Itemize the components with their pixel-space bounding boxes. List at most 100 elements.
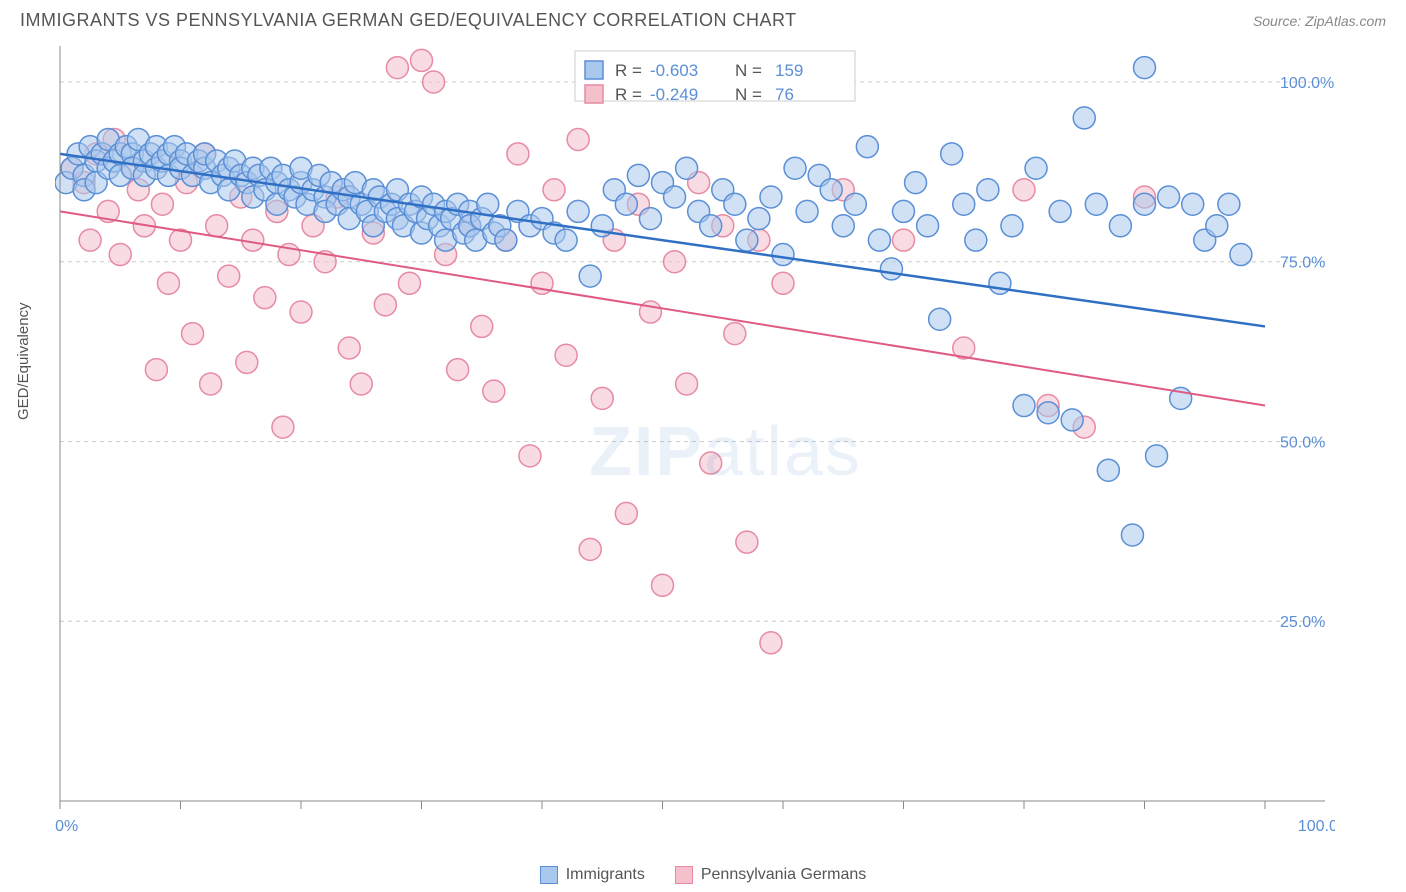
data-point: [398, 272, 420, 294]
data-point: [411, 49, 433, 71]
data-point: [1182, 193, 1204, 215]
data-point: [423, 71, 445, 93]
data-point: [1013, 179, 1035, 201]
data-point: [941, 143, 963, 165]
data-point: [760, 186, 782, 208]
data-point: [893, 229, 915, 251]
x-tick-label: 100.0%: [1298, 818, 1335, 835]
data-point: [1109, 215, 1131, 237]
data-point: [652, 574, 674, 596]
stats-r-label: R =: [615, 61, 642, 80]
data-point: [591, 387, 613, 409]
data-point: [543, 179, 565, 201]
data-point: [151, 193, 173, 215]
source-attribution: Source: ZipAtlas.com: [1253, 13, 1386, 29]
legend-label: Immigrants: [566, 866, 645, 884]
chart-container: ZIPatlas 25.0%50.0%75.0%100.0%0.0%100.0%…: [55, 41, 1396, 861]
y-axis-label: GED/Equivalency: [15, 302, 32, 420]
chart-title: IMMIGRANTS VS PENNSYLVANIA GERMAN GED/EQ…: [20, 10, 797, 31]
data-point: [615, 193, 637, 215]
data-point: [736, 229, 758, 251]
legend-label: Pennsylvania Germans: [701, 866, 866, 884]
data-point: [507, 143, 529, 165]
stats-n-value: 76: [775, 85, 794, 104]
data-point: [579, 265, 601, 287]
data-point: [218, 265, 240, 287]
legend-swatch: [675, 866, 693, 884]
data-point: [157, 272, 179, 294]
data-point: [868, 229, 890, 251]
data-point: [700, 215, 722, 237]
data-point: [555, 229, 577, 251]
data-point: [832, 215, 854, 237]
stats-swatch: [585, 85, 603, 103]
data-point: [79, 229, 101, 251]
data-point: [880, 258, 902, 280]
x-tick-label: 0.0%: [55, 818, 78, 835]
data-point: [1013, 395, 1035, 417]
data-point: [1001, 215, 1023, 237]
data-point: [893, 200, 915, 222]
data-point: [206, 215, 228, 237]
stats-n-label: N =: [735, 85, 762, 104]
data-point: [567, 128, 589, 150]
data-point: [676, 373, 698, 395]
data-point: [989, 272, 1011, 294]
data-point: [1049, 200, 1071, 222]
data-point: [579, 538, 601, 560]
data-point: [1097, 459, 1119, 481]
data-point: [1206, 215, 1228, 237]
data-point: [272, 416, 294, 438]
data-point: [772, 244, 794, 266]
data-point: [495, 229, 517, 251]
data-point: [1025, 157, 1047, 179]
data-point: [477, 193, 499, 215]
data-point: [1158, 186, 1180, 208]
stats-r-label: R =: [615, 85, 642, 104]
data-point: [917, 215, 939, 237]
data-point: [664, 186, 686, 208]
stats-n-label: N =: [735, 61, 762, 80]
data-point: [1121, 524, 1143, 546]
stats-n-value: 159: [775, 61, 803, 80]
data-point: [953, 193, 975, 215]
stats-r-value: -0.603: [650, 61, 698, 80]
data-point: [471, 315, 493, 337]
data-point: [519, 445, 541, 467]
stats-swatch: [585, 61, 603, 79]
data-point: [242, 229, 264, 251]
y-tick-label: 100.0%: [1280, 75, 1334, 92]
data-point: [905, 172, 927, 194]
data-point: [639, 208, 661, 230]
data-point: [965, 229, 987, 251]
data-point: [236, 351, 258, 373]
data-point: [338, 337, 360, 359]
data-point: [856, 136, 878, 158]
data-point: [748, 208, 770, 230]
data-point: [1061, 409, 1083, 431]
data-point: [109, 244, 131, 266]
data-point: [724, 323, 746, 345]
data-point: [1218, 193, 1240, 215]
data-point: [182, 323, 204, 345]
y-tick-label: 75.0%: [1280, 255, 1325, 272]
data-point: [1134, 193, 1156, 215]
data-point: [254, 287, 276, 309]
data-point: [820, 179, 842, 201]
legend-item: Pennsylvania Germans: [675, 866, 866, 884]
data-point: [145, 359, 167, 381]
legend-swatch: [540, 866, 558, 884]
data-point: [200, 373, 222, 395]
scatter-chart: 25.0%50.0%75.0%100.0%0.0%100.0%R =-0.603…: [55, 41, 1335, 861]
data-point: [374, 294, 396, 316]
legend-item: Immigrants: [540, 866, 645, 884]
data-point: [676, 157, 698, 179]
data-point: [844, 193, 866, 215]
data-point: [977, 179, 999, 201]
data-point: [796, 200, 818, 222]
data-point: [700, 452, 722, 474]
data-point: [1073, 107, 1095, 129]
data-point: [290, 301, 312, 323]
data-point: [627, 164, 649, 186]
data-point: [1134, 57, 1156, 79]
